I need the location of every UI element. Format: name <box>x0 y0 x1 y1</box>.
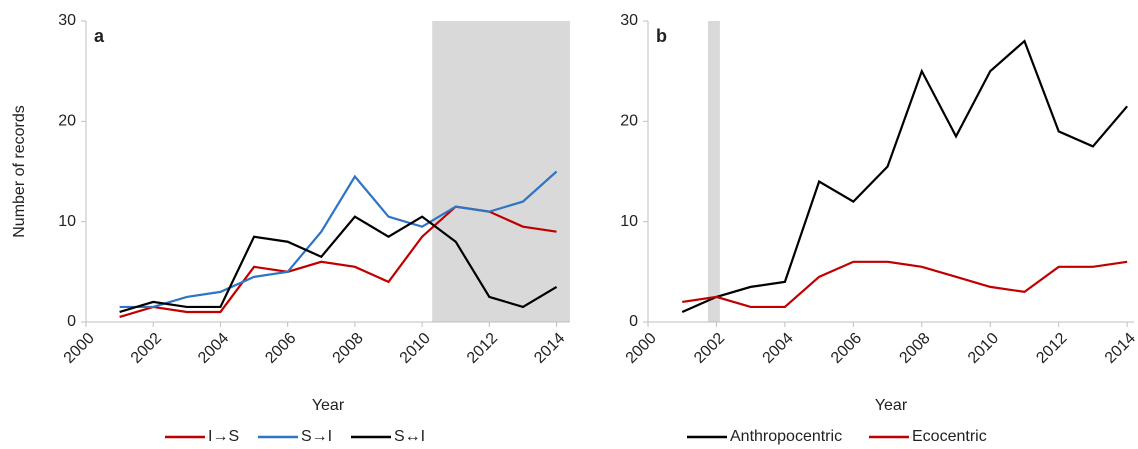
panel-label: a <box>94 26 105 46</box>
y-tick-label: 20 <box>620 113 638 130</box>
x-tick-label: 2002 <box>128 330 165 367</box>
series-line <box>119 215 558 314</box>
y-tick-label: 30 <box>620 12 638 29</box>
legend-label: S→I <box>301 428 332 445</box>
legend-label: S↔I <box>394 428 425 445</box>
y-tick-label: 10 <box>58 213 76 230</box>
x-tick-label: 2014 <box>1102 330 1138 367</box>
y-tick-label: 20 <box>58 113 76 130</box>
x-tick-label: 2010 <box>965 330 1002 367</box>
y-tick-label: 10 <box>620 213 638 230</box>
x-tick-label: 2004 <box>760 330 797 367</box>
legend-label: Anthropocentric <box>730 428 842 445</box>
x-tick-label: 2006 <box>828 330 865 367</box>
panel-label: b <box>656 26 667 46</box>
series-line <box>681 39 1128 313</box>
shaded-region <box>432 21 570 322</box>
x-axis-label: Year <box>312 397 345 414</box>
x-tick-label: 2008 <box>896 330 933 367</box>
y-tick-label: 30 <box>58 12 76 29</box>
x-tick-label: 2006 <box>262 330 299 367</box>
x-tick-label: 2004 <box>195 330 232 367</box>
series-line <box>119 170 558 309</box>
x-tick-label: 2014 <box>531 330 568 367</box>
y-tick-label: 0 <box>629 313 638 330</box>
shaded-region <box>707 21 720 322</box>
x-tick-label: 2008 <box>330 330 367 367</box>
x-tick-label: 2012 <box>464 330 501 367</box>
x-tick-label: 2000 <box>61 330 98 367</box>
legend-label: I→S <box>208 428 239 445</box>
y-tick-label: 0 <box>67 313 76 330</box>
x-tick-label: 2000 <box>623 330 660 367</box>
x-tick-label: 2010 <box>397 330 434 367</box>
x-tick-label: 2002 <box>691 330 728 367</box>
series-line <box>682 260 1128 309</box>
legend-label: Ecocentric <box>912 428 987 445</box>
x-axis-label: Year <box>875 397 908 414</box>
x-tick-label: 2012 <box>1033 330 1070 367</box>
y-axis-label: Number of records <box>11 105 28 238</box>
